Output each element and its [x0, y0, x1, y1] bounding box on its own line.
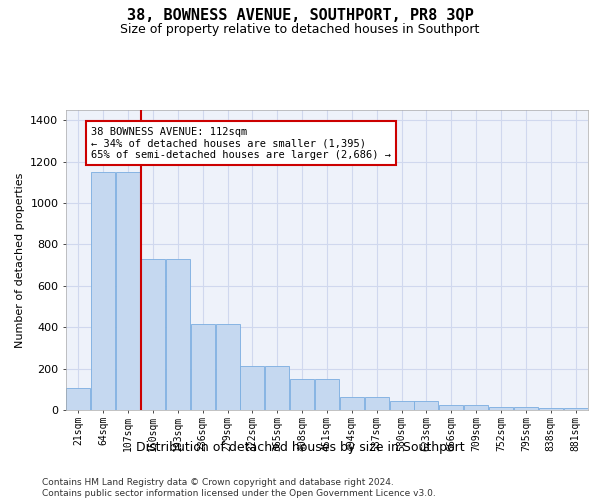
- Bar: [389, 400, 413, 410]
- Y-axis label: Number of detached properties: Number of detached properties: [14, 172, 25, 348]
- Text: Contains HM Land Registry data © Crown copyright and database right 2024.
Contai: Contains HM Land Registry data © Crown c…: [42, 478, 436, 498]
- Bar: [365, 396, 389, 410]
- Bar: [489, 407, 513, 410]
- Text: 38 BOWNESS AVENUE: 112sqm
← 34% of detached houses are smaller (1,395)
65% of se: 38 BOWNESS AVENUE: 112sqm ← 34% of detac…: [91, 126, 391, 160]
- Bar: [67, 388, 91, 410]
- Bar: [116, 172, 140, 410]
- Text: Size of property relative to detached houses in Southport: Size of property relative to detached ho…: [121, 22, 479, 36]
- Bar: [415, 400, 439, 410]
- Bar: [464, 405, 488, 410]
- Bar: [290, 380, 314, 410]
- Text: 38, BOWNESS AVENUE, SOUTHPORT, PR8 3QP: 38, BOWNESS AVENUE, SOUTHPORT, PR8 3QP: [127, 8, 473, 22]
- Bar: [215, 324, 239, 410]
- Text: Distribution of detached houses by size in Southport: Distribution of detached houses by size …: [136, 441, 464, 454]
- Bar: [514, 407, 538, 410]
- Bar: [265, 366, 289, 410]
- Bar: [539, 408, 563, 410]
- Bar: [166, 259, 190, 410]
- Bar: [439, 405, 463, 410]
- Bar: [241, 366, 265, 410]
- Bar: [315, 380, 339, 410]
- Bar: [191, 324, 215, 410]
- Bar: [340, 396, 364, 410]
- Bar: [563, 408, 587, 410]
- Bar: [141, 259, 165, 410]
- Bar: [91, 172, 115, 410]
